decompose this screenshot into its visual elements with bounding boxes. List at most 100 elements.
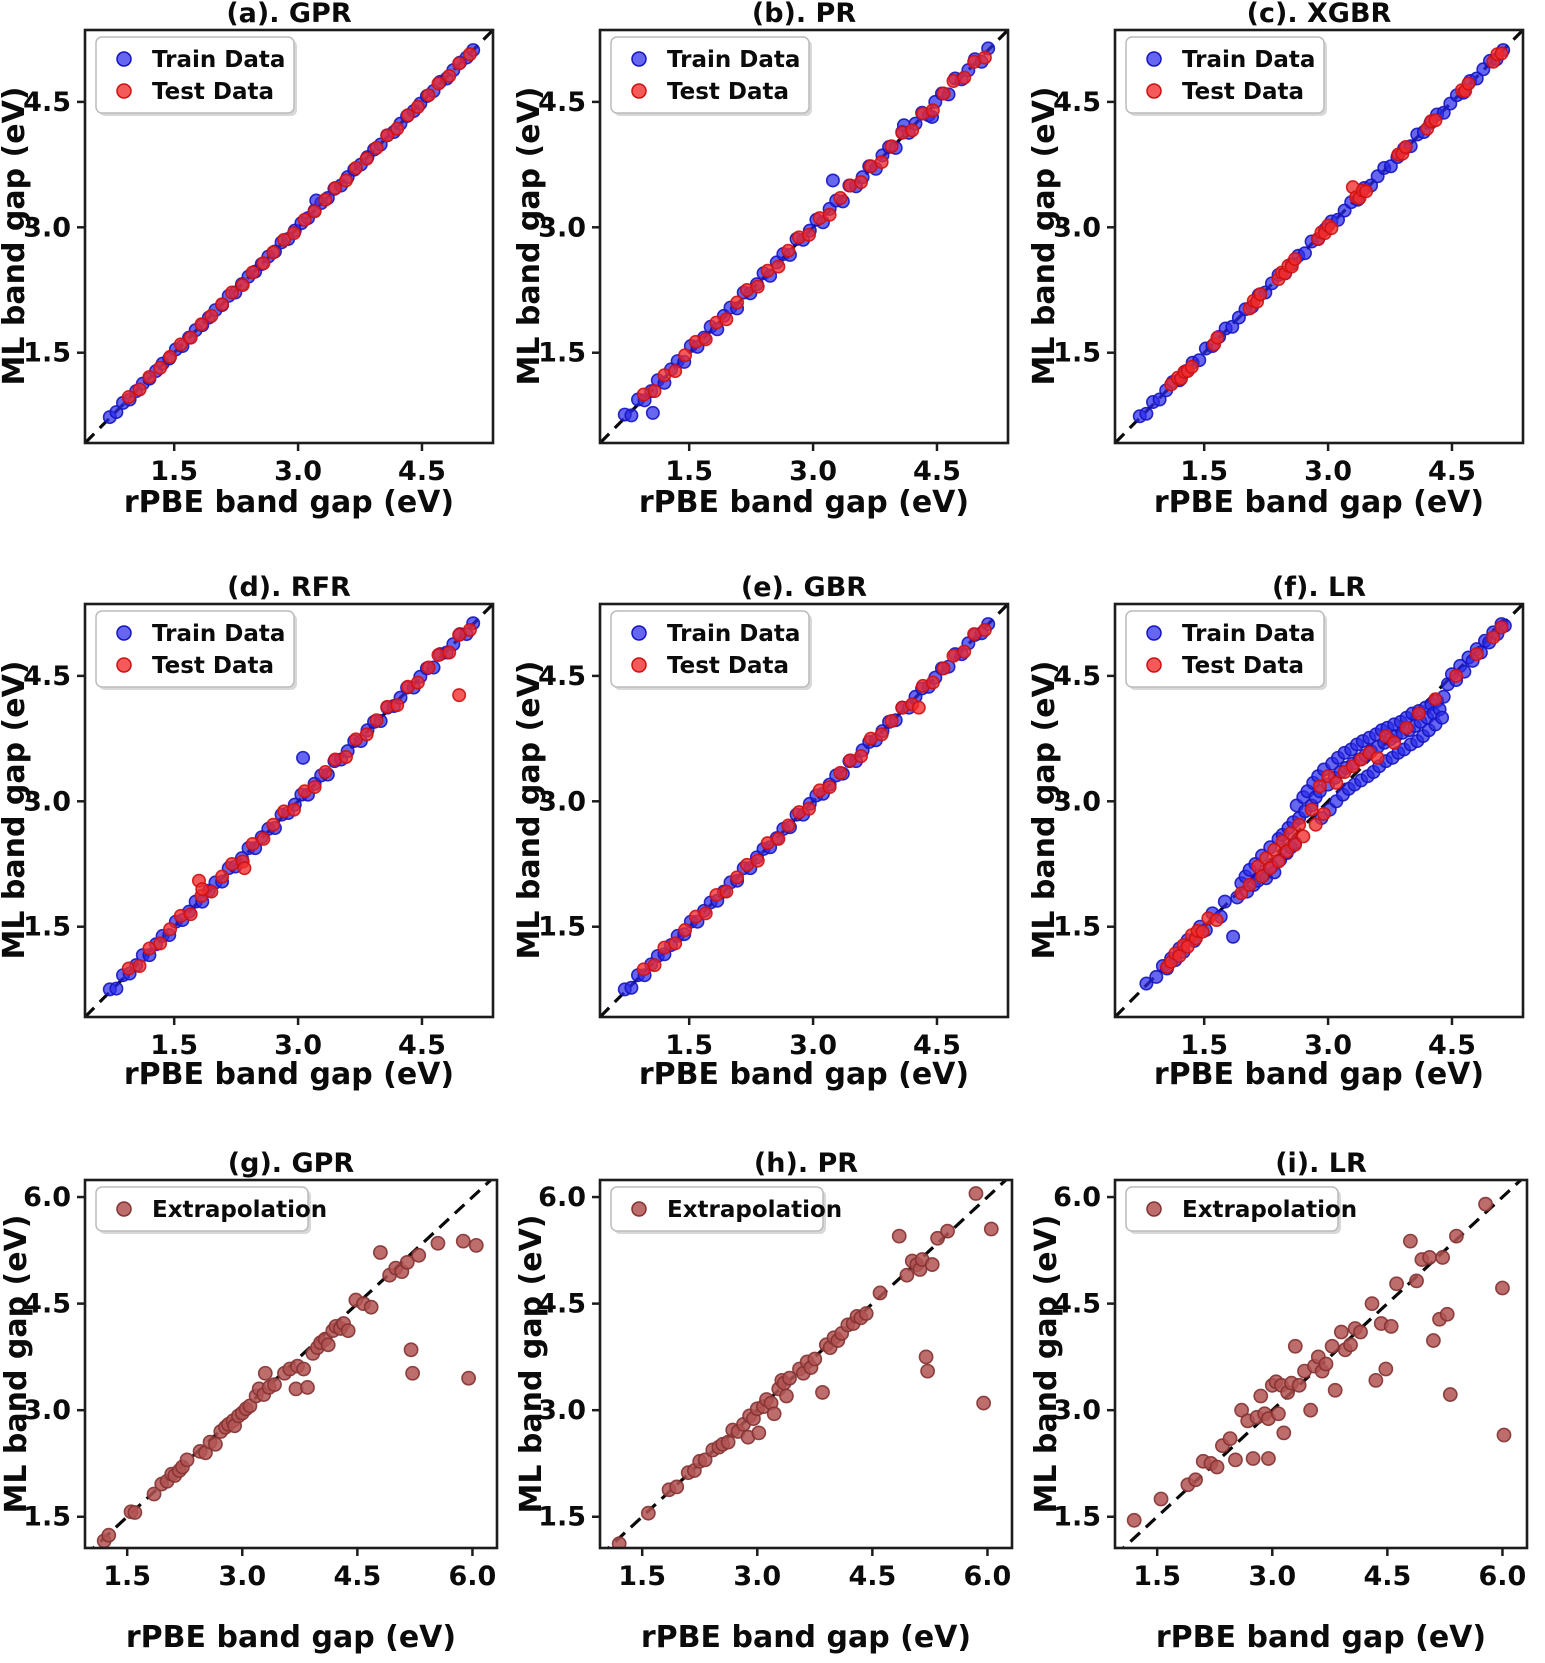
y-tick-label: 6.0: [23, 1182, 71, 1213]
y-tick-label: 1.5: [1053, 338, 1101, 369]
y-tick-label: 4.5: [1053, 661, 1101, 692]
legend-label: Test Data: [1182, 653, 1304, 679]
plot-content: 1.5 3.0 4.5 1.5 3.0 4.5 Train Data Test Data: [538, 602, 1010, 1061]
legend-box: [95, 610, 295, 688]
x-axis-label: rPBE band gap (eV): [124, 1057, 454, 1092]
plot-border: [598, 602, 1010, 1019]
legend: Extrapolation: [610, 1186, 842, 1234]
legend-label: Extrapolation: [152, 1197, 327, 1223]
x-tick-label: 4.5: [913, 456, 961, 487]
x-tick-label: 1.5: [103, 1561, 151, 1592]
y-axis-label: ML band gap (eV): [1030, 86, 1062, 385]
y-tick-label: 1.5: [23, 1502, 71, 1533]
scatter-plot-rfr: (d). RFR rPBE band gap (eV) ML band gap …: [0, 572, 495, 1092]
axis-ticks: 1.5 3.0 4.5 6.0 1.5 3.0 4.5 6.0: [1053, 1182, 1526, 1592]
series-extrapolation: [611, 1186, 999, 1548]
plot-content: 1.5 3.0 4.5 1.5 3.0 4.5 Train Data Test Data: [23, 602, 495, 1061]
axis-ticks: 1.5 3.0 4.5 1.5 3.0 4.5: [538, 661, 961, 1061]
x-tick-label: 3.0: [274, 1030, 322, 1061]
legend-marker-test: [631, 657, 647, 673]
panel-title: (b). PR: [752, 0, 856, 29]
legend: Train Data Test Data: [95, 36, 297, 116]
legend-label: Train Data: [667, 621, 800, 647]
y-tick-label: 4.5: [538, 1289, 586, 1320]
clipped-area: [91, 1180, 494, 1548]
y-tick-label: 3.0: [538, 212, 586, 243]
axis-ticks: 1.5 3.0 4.5 1.5 3.0 4.5: [538, 87, 961, 487]
y-tick-label: 1.5: [538, 338, 586, 369]
scatter-plot-lr: (f). LR rPBE band gap (eV) ML band gap (…: [1030, 572, 1525, 1092]
x-tick-label: 3.0: [274, 456, 322, 487]
panel-g-gpr-extrapolation: (g). GPR rPBE band gap (eV) ML band gap …: [0, 1100, 515, 1663]
legend-marker-extrapolation: [631, 1201, 647, 1217]
plot-border: [83, 28, 495, 445]
plot-content: 1.5 3.0 4.5 6.0 1.5 3.0 4.5 6.0 Extrapolation: [538, 1178, 1014, 1592]
legend-label: Test Data: [667, 79, 789, 105]
legend-box: [95, 1186, 309, 1232]
legend-marker-train: [116, 51, 132, 67]
y-tick-label: 1.5: [1053, 912, 1101, 943]
x-tick-label: 3.0: [1304, 456, 1352, 487]
legend-label: Train Data: [667, 47, 800, 73]
legend-label: Extrapolation: [1182, 1197, 1357, 1223]
panel-title: (f). LR: [1272, 572, 1366, 603]
x-tick-label: 4.5: [1363, 1561, 1411, 1592]
x-tick-label: 3.0: [789, 1030, 837, 1061]
scatter-plot-gbr: (e). GBR rPBE band gap (eV) ML band gap …: [515, 572, 1010, 1092]
y-tick-label: 3.0: [23, 786, 71, 817]
plot-content: 1.5 3.0 4.5 6.0 1.5 3.0 4.5 6.0 Extrapolation: [23, 1178, 499, 1592]
plot-border: [1113, 1178, 1529, 1550]
legend-marker-train: [116, 625, 132, 641]
y-axis-label: ML band gap (eV): [515, 1214, 549, 1513]
scatter-plot-pr-extrapolation: (h). PR rPBE band gap (eV) ML band gap (…: [515, 1148, 1014, 1655]
legend-label: Train Data: [152, 621, 285, 647]
plot-border: [83, 602, 495, 1019]
plot-content: 1.5 3.0 4.5 6.0 1.5 3.0 4.5 6.0 Extrapolation: [1053, 1178, 1529, 1592]
y-tick-label: 4.5: [1053, 1289, 1101, 1320]
y-axis-label: ML band gap (eV): [0, 86, 32, 385]
panel-c-xgbr: (c). XGBR rPBE band gap (eV) ML band gap…: [1030, 0, 1545, 530]
y-tick-label: 3.0: [1053, 1395, 1101, 1426]
axis-ticks: 1.5 3.0 4.5 1.5 3.0 4.5: [1053, 87, 1476, 487]
y-axis-label: ML band gap (eV): [1030, 1214, 1064, 1513]
y-axis-label: ML band gap (eV): [0, 1214, 34, 1513]
x-tick-label: 1.5: [618, 1561, 666, 1592]
panel-title: (e). GBR: [741, 572, 867, 603]
legend-label: Train Data: [1182, 47, 1315, 73]
x-tick-label: 4.5: [398, 456, 446, 487]
clipped-area: [1115, 604, 1523, 1017]
scatter-plot-gpr: (a). GPR rPBE band gap (eV) ML band gap …: [0, 0, 495, 520]
legend-label: Train Data: [1182, 621, 1315, 647]
series-test-data: [1160, 620, 1509, 974]
y-tick-label: 1.5: [538, 1502, 586, 1533]
y-tick-label: 4.5: [538, 87, 586, 118]
y-tick-label: 4.5: [23, 661, 71, 692]
panel-d-rfr: (d). RFR rPBE band gap (eV) ML band gap …: [0, 530, 515, 1100]
y-tick-label: 1.5: [23, 912, 71, 943]
panel-a-gpr: (a). GPR rPBE band gap (eV) ML band gap …: [0, 0, 515, 530]
legend-box: [610, 36, 810, 114]
plot-border: [1113, 602, 1525, 1019]
x-axis-label: rPBE band gap (eV): [1154, 1057, 1484, 1092]
y-tick-label: 3.0: [1053, 786, 1101, 817]
series-test-data: [636, 50, 992, 402]
series-extrapolation: [96, 1233, 484, 1548]
panel-f-lr: (f). LR rPBE band gap (eV) ML band gap (…: [1030, 530, 1545, 1100]
plot-content: 1.5 3.0 4.5 1.5 3.0 4.5 Train Data Test Data: [538, 28, 1010, 487]
panel-title: (g). GPR: [228, 1148, 355, 1179]
legend-box: [610, 1186, 824, 1232]
x-axis-label: rPBE band gap (eV): [641, 1620, 971, 1655]
y-tick-label: 4.5: [1053, 87, 1101, 118]
y-tick-label: 3.0: [1053, 212, 1101, 243]
x-tick-label: 6.0: [1479, 1561, 1527, 1592]
x-axis-label: rPBE band gap (eV): [126, 1620, 456, 1655]
panel-title: (i). LR: [1275, 1148, 1367, 1179]
legend-box: [1125, 1186, 1339, 1232]
panel-b-pr: (b). PR rPBE band gap (eV) ML band gap (…: [515, 0, 1030, 530]
panel-h-pr-extrapolation: (h). PR rPBE band gap (eV) ML band gap (…: [515, 1100, 1030, 1663]
legend: Train Data Test Data: [610, 610, 812, 690]
panel-title: (d). RFR: [227, 572, 351, 603]
legend-marker-train: [1146, 51, 1162, 67]
legend-marker-test: [116, 83, 132, 99]
